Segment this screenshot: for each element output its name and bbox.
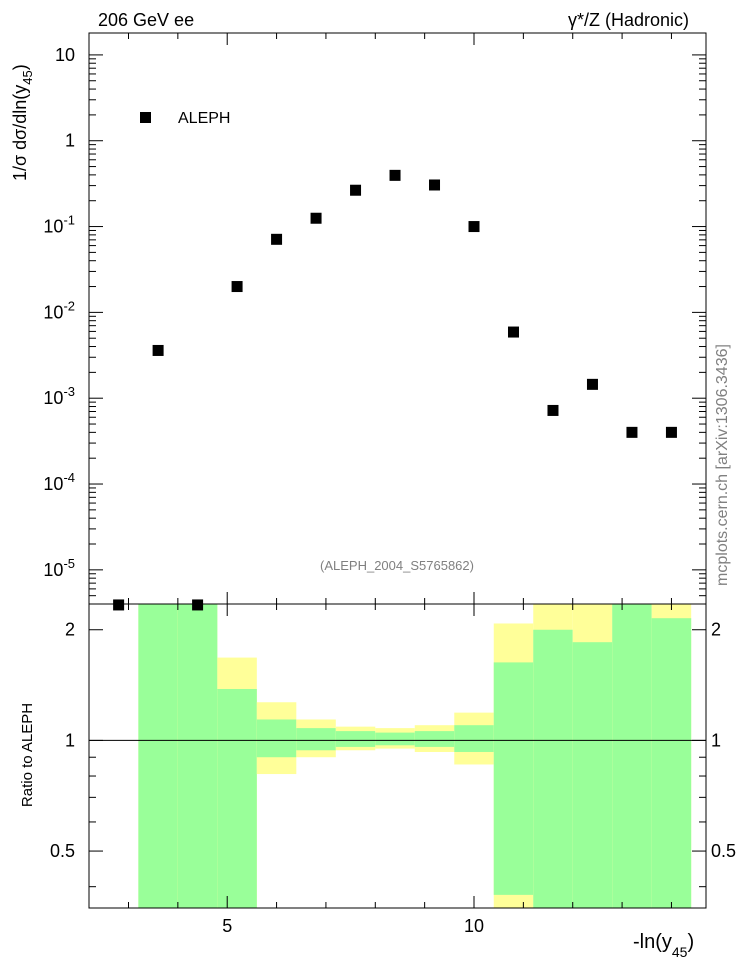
data-point-12 bbox=[586, 378, 598, 390]
ratio-y-tick-label-0: 0.5 bbox=[50, 841, 75, 861]
main-data-points bbox=[113, 169, 677, 611]
data-point-3 bbox=[231, 281, 243, 293]
data-point-11 bbox=[547, 404, 559, 416]
ratio-stat-band-6 bbox=[375, 732, 415, 746]
ratio-plot-frame bbox=[88, 603, 707, 909]
ratio-stat-band-0 bbox=[138, 604, 178, 908]
x-tick-label-1: 10 bbox=[464, 916, 484, 936]
main-y-tick-label-2: 10-1 bbox=[43, 213, 75, 237]
ratio-stat-band-10 bbox=[533, 629, 573, 908]
ratio-stat-band-3 bbox=[256, 719, 297, 758]
data-point-13 bbox=[626, 426, 638, 438]
ratio-stat-band-11 bbox=[572, 642, 613, 908]
data-point-0 bbox=[113, 599, 125, 611]
ratio-y-tick-label-1: 1 bbox=[65, 730, 75, 750]
main-y-tick-label-6: 10-5 bbox=[43, 556, 75, 580]
ratio-bands bbox=[138, 604, 692, 908]
data-point-6 bbox=[350, 184, 362, 196]
main-y-tick-label-3: 10-2 bbox=[43, 298, 75, 322]
ratio-stat-band-7 bbox=[414, 731, 455, 747]
ratio-stat-band-13 bbox=[651, 618, 692, 908]
ratio-stat-band-12 bbox=[612, 604, 652, 908]
main-y-tick-label-4: 10-3 bbox=[43, 384, 75, 408]
ratio-stat-band-2 bbox=[217, 688, 257, 908]
legend-marker bbox=[140, 112, 151, 123]
ratio-stat-band-4 bbox=[296, 728, 336, 751]
data-point-1 bbox=[152, 344, 164, 356]
data-point-8 bbox=[429, 179, 441, 191]
analysis-id-label: (ALEPH_2004_S5765862) bbox=[320, 558, 474, 573]
ratio-y-tick-label-right-2: 2 bbox=[711, 620, 721, 640]
main-y-tick-label-1: 1 bbox=[65, 131, 75, 151]
x-tick-label-0: 5 bbox=[222, 916, 232, 936]
data-point-9 bbox=[468, 221, 480, 233]
ratio-stat-band-5 bbox=[335, 731, 376, 747]
ratio-stat-band-8 bbox=[454, 725, 494, 752]
axis-ticks bbox=[89, 33, 706, 908]
ratio-stat-band-1 bbox=[177, 604, 218, 908]
ratio-stat-band-9 bbox=[493, 662, 534, 895]
main-y-axis-label: 1/σ dσ/dln(y45) bbox=[10, 64, 35, 181]
energy-label: 206 GeV ee bbox=[98, 10, 194, 30]
ratio-y-axis-label: Ratio to ALEPH bbox=[19, 703, 36, 807]
ratio-y-tick-label-right-0: 0.5 bbox=[711, 841, 736, 861]
process-label: γ*/Z (Hadronic) bbox=[568, 10, 689, 30]
legend-label: ALEPH bbox=[178, 110, 230, 127]
ratio-y-tick-label-right-1: 1 bbox=[711, 730, 721, 750]
data-point-4 bbox=[271, 233, 283, 245]
ratio-y-tick-label-2: 2 bbox=[65, 620, 75, 640]
x-axis-label: -ln(y45) bbox=[633, 931, 694, 960]
data-point-5 bbox=[310, 212, 322, 224]
main-y-tick-label-5: 10-4 bbox=[43, 470, 75, 494]
data-point-14 bbox=[665, 426, 677, 438]
mcplots-watermark: mcplots.cern.ch [arXiv:1306.3436] bbox=[714, 344, 731, 586]
main-y-tick-label-0: 10 bbox=[55, 45, 75, 65]
data-point-2 bbox=[192, 599, 204, 611]
plot-frames bbox=[88, 32, 707, 909]
data-point-10 bbox=[507, 326, 519, 338]
data-point-7 bbox=[389, 169, 401, 181]
